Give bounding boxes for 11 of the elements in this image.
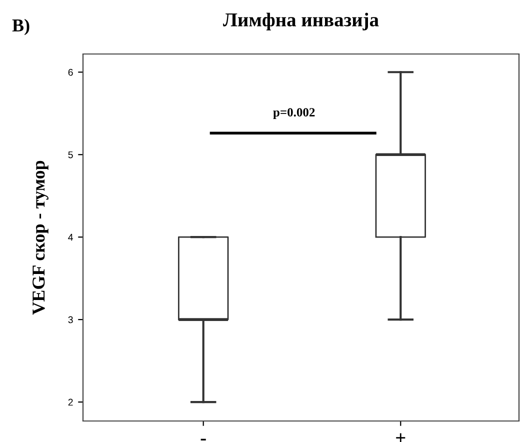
x-tick-label: + [396, 433, 406, 442]
y-tick-label: 6 [68, 68, 73, 76]
annotation: p=0.002 [273, 108, 315, 120]
chart-title: Лимфна инвазија [223, 12, 379, 30]
x-tick-label: - [200, 438, 206, 440]
y-tick-label: 4 [68, 234, 73, 241]
y-tick-label: 3 [68, 316, 73, 324]
y-tick-label: 5 [68, 151, 73, 158]
text: В) [12, 18, 30, 36]
y-axis-title: VEGF скор - тумор [32, 160, 48, 315]
y-tick-label: 2 [68, 398, 73, 406]
